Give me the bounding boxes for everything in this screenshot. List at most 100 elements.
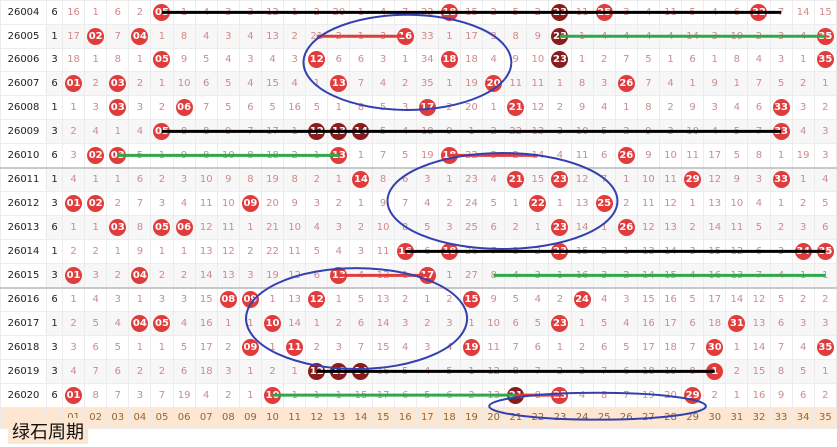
number-cell: 3 bbox=[703, 23, 727, 49]
number-cell: 4 bbox=[592, 23, 616, 49]
number-cell: 4 bbox=[747, 47, 771, 73]
number-cell: 16 bbox=[636, 311, 660, 337]
number-cell: 1 bbox=[437, 262, 461, 289]
number-cell: 3 bbox=[415, 166, 439, 193]
number-cell: 12 bbox=[305, 47, 329, 73]
drawn-number-ball: 34 bbox=[794, 242, 812, 260]
number-cell: 4 bbox=[371, 0, 395, 25]
number-cell: 05 bbox=[150, 118, 174, 144]
number-cell: 22 bbox=[415, 0, 439, 25]
number-cell: 2 bbox=[61, 118, 86, 144]
number-cell: 4 bbox=[636, 23, 660, 49]
drawn-number-ball: 23 bbox=[551, 386, 569, 404]
number-cell: 18 bbox=[459, 47, 484, 73]
number-cell: 05 bbox=[150, 215, 174, 240]
drawn-number-ball: 03 bbox=[109, 75, 127, 93]
number-cell: 1 bbox=[813, 71, 837, 97]
number-cell: 20 bbox=[260, 191, 285, 217]
number-cell: 8 bbox=[570, 71, 594, 97]
number-cell: 5 bbox=[106, 335, 130, 360]
number-cell: 9 bbox=[769, 382, 793, 408]
number-cell: 6 bbox=[681, 47, 705, 73]
number-cell: 16 bbox=[283, 95, 307, 120]
number-cell: 14 bbox=[349, 118, 373, 144]
number-cell: 1 bbox=[791, 166, 815, 193]
drawn-number-ball: 25 bbox=[595, 195, 613, 213]
column-label: 19 bbox=[459, 406, 484, 429]
drawn-number-ball: 05 bbox=[153, 122, 171, 140]
number-cell: 15 bbox=[570, 238, 594, 264]
number-cell: 2 bbox=[482, 118, 506, 144]
number-cell: 9 bbox=[128, 238, 152, 264]
number-cell: 9 bbox=[725, 166, 749, 193]
number-cell: 7 bbox=[106, 382, 130, 408]
number-cell: 3 bbox=[482, 142, 506, 169]
number-cell: 23 bbox=[459, 166, 484, 193]
number-cell: 6 bbox=[504, 311, 528, 337]
table-row: 26006 3 18 1 8 1 05 9 5 4 3 4 3 12 6 6 3 1 34 18 18 4 9 10 23 1 2 7… bbox=[0, 47, 837, 73]
number-cell: 2 bbox=[150, 166, 174, 193]
number-cell: 2 bbox=[747, 23, 771, 49]
number-cell: 12 bbox=[482, 358, 506, 384]
number-cell: 09 bbox=[238, 191, 262, 217]
drawn-number-ball: 32 bbox=[750, 3, 768, 21]
number-cell: 5 bbox=[371, 95, 395, 120]
table-row: 26004 6 16 1 6 2 05 1 4 3 3 12 1 2 20 1 4 7 22 18 15 2 5 2 23 11 2… bbox=[0, 0, 837, 25]
number-cell: 3 bbox=[84, 262, 108, 289]
number-cell: 2 bbox=[437, 286, 461, 313]
number-cell: 18 bbox=[415, 118, 439, 144]
number-cell: 6 bbox=[725, 0, 749, 25]
number-cell: 04 bbox=[128, 262, 152, 289]
drawn-number-ball: 14 bbox=[352, 362, 370, 380]
number-cell: 1 bbox=[437, 23, 461, 49]
number-cell: 16 bbox=[61, 0, 86, 25]
number-cell: 7 bbox=[681, 335, 705, 360]
number-cell: 23 bbox=[548, 215, 572, 240]
number-cell: 03 bbox=[106, 95, 130, 120]
drawn-number-ball: 11 bbox=[286, 339, 304, 357]
period-cell: 26018 bbox=[0, 335, 47, 360]
number-cell: 5 bbox=[482, 191, 506, 217]
drawn-number-ball: 21 bbox=[507, 99, 525, 117]
number-cell: 15 bbox=[459, 286, 484, 313]
number-cell: 17 bbox=[459, 23, 484, 49]
number-cell: 15 bbox=[371, 335, 395, 360]
number-cell: 1 bbox=[437, 71, 461, 97]
number-cell: 1 bbox=[128, 286, 152, 313]
number-cell: 1 bbox=[305, 382, 329, 408]
number-cell: 1 bbox=[614, 238, 638, 264]
number-cell: 05 bbox=[150, 311, 174, 337]
number-cell: 21 bbox=[504, 166, 528, 193]
number-cell: 10 bbox=[681, 118, 705, 144]
number-cell: 5 bbox=[437, 358, 461, 384]
drawn-number-ball: 30 bbox=[706, 339, 724, 357]
number-cell: 8 bbox=[106, 47, 130, 73]
number-cell: 32 bbox=[747, 0, 771, 25]
number-cell: 2 bbox=[791, 71, 815, 97]
count-cell: 1 bbox=[46, 238, 63, 264]
number-cell: 35 bbox=[813, 238, 837, 264]
number-cell: 5 bbox=[305, 95, 329, 120]
number-cell: 2 bbox=[592, 47, 616, 73]
number-cell: 1 bbox=[415, 286, 439, 313]
column-label: 29 bbox=[681, 406, 705, 429]
table-row: 26009 3 2 4 1 4 05 8 8 9 7 17 1 12 13 14 5 4 18 9 1 2 22 13 3 10 5… bbox=[0, 118, 837, 144]
number-cell: 2 bbox=[703, 382, 727, 408]
drawn-number-ball: 24 bbox=[573, 291, 591, 309]
number-cell: 1 bbox=[703, 47, 727, 73]
number-cell: 5 bbox=[216, 71, 240, 97]
number-cell: 3 bbox=[150, 286, 174, 313]
column-label: 26 bbox=[614, 406, 638, 429]
number-cell: 3 bbox=[150, 191, 174, 217]
number-cell: 22 bbox=[526, 191, 550, 217]
number-cell: 2 bbox=[283, 142, 307, 169]
drawn-number-ball: 13 bbox=[330, 266, 348, 284]
number-cell: 4 bbox=[194, 0, 218, 25]
number-cell: 1 bbox=[216, 311, 240, 337]
drawn-number-ball: 01 bbox=[65, 266, 83, 284]
number-cell: 11 bbox=[570, 0, 594, 25]
number-cell: 2 bbox=[658, 95, 683, 120]
drawn-number-ball: 05 bbox=[153, 219, 171, 237]
number-cell: 4 bbox=[305, 215, 329, 240]
number-cell: 9 bbox=[216, 166, 240, 193]
